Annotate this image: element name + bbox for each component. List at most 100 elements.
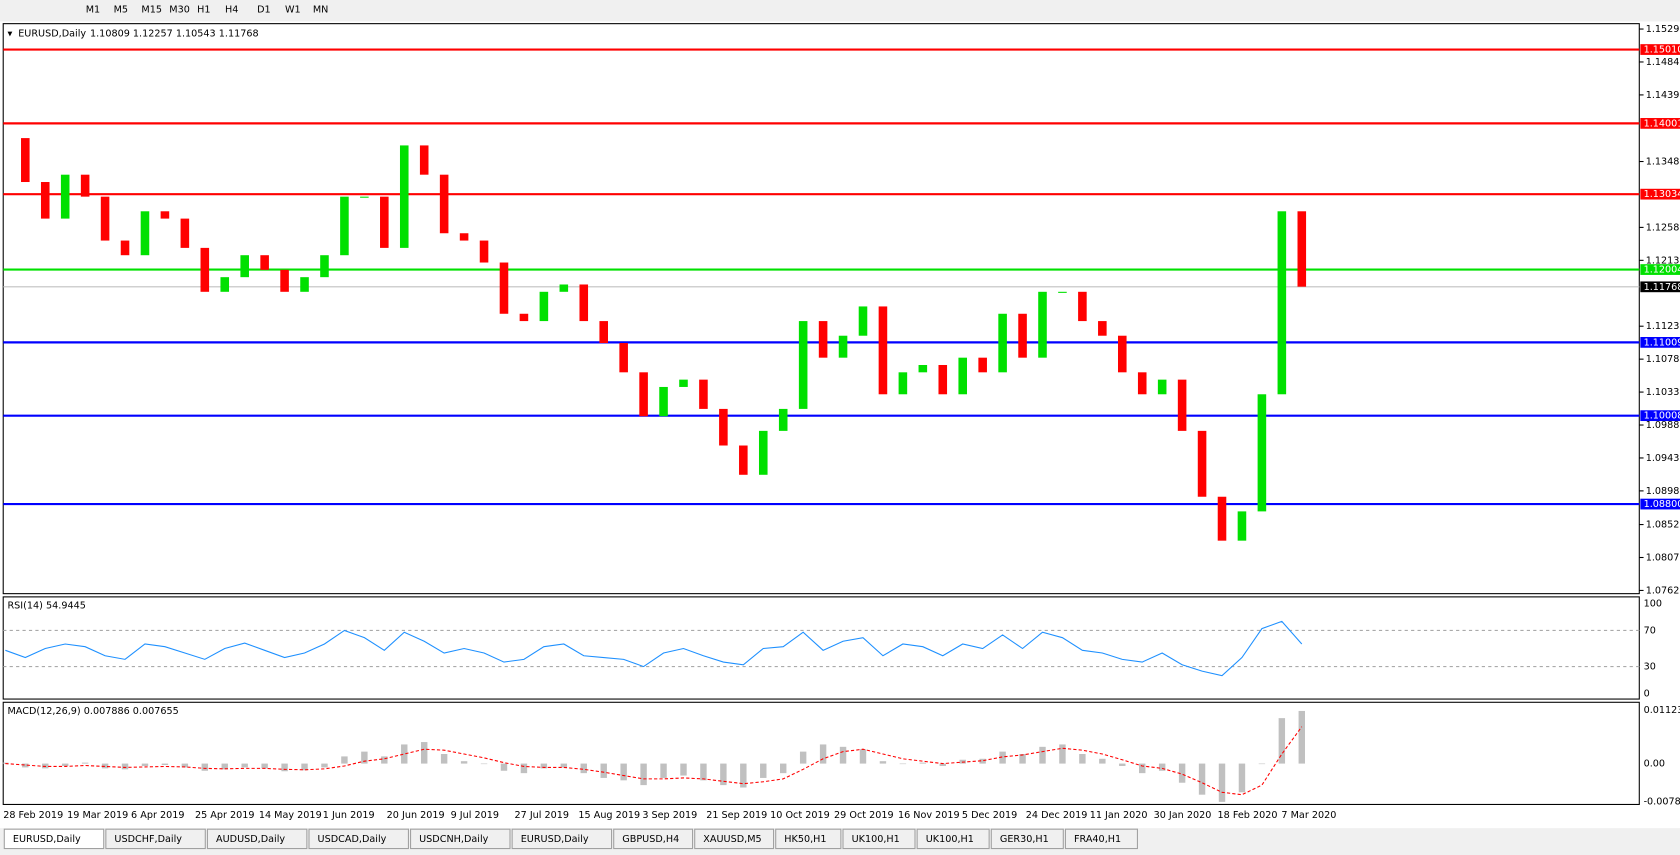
macd-bar [640, 763, 647, 786]
x-tick-label: 6 Apr 2019 [131, 810, 184, 821]
candle [719, 408, 728, 446]
candle [1237, 511, 1247, 541]
tab-label[interactable]: XAUUSD,M5 [703, 834, 761, 845]
tab-label[interactable]: GBPUSD,H4 [622, 834, 679, 845]
tab-label[interactable]: AUDUSD,Daily [216, 834, 285, 845]
x-tick-label: 21 Sep 2019 [706, 810, 767, 821]
tab[interactable] [990, 828, 1064, 850]
macd-bar [460, 761, 468, 764]
macd-bar [999, 751, 1006, 764]
tab[interactable] [694, 828, 775, 850]
x-tick-label: 10 Oct 2019 [770, 810, 830, 821]
macd-bar [1099, 758, 1106, 764]
candle [858, 306, 868, 336]
tab[interactable] [613, 828, 694, 850]
x-tick-label: 5 Dec 2019 [962, 810, 1017, 821]
tab[interactable] [916, 828, 990, 850]
candle [938, 364, 948, 395]
tab-label[interactable]: GER30,H1 [1000, 834, 1049, 845]
tab[interactable] [206, 828, 308, 850]
timeframe-button[interactable]: D1 [257, 5, 271, 16]
tab[interactable] [410, 828, 511, 850]
level-box [1640, 118, 1680, 129]
timeframe-button[interactable]: M30 [169, 5, 190, 16]
timeframe-button[interactable]: H4 [225, 5, 238, 16]
candle [1078, 291, 1087, 322]
candle [898, 372, 908, 395]
tab[interactable] [308, 828, 409, 850]
timeframe-button[interactable]: M5 [114, 5, 128, 16]
tab[interactable] [511, 828, 613, 850]
tab-label[interactable]: HK50,H1 [784, 834, 826, 845]
candle [579, 284, 589, 322]
tab-label[interactable]: USDCNH,Daily [419, 834, 489, 845]
tab[interactable] [3, 828, 105, 850]
macd-bar [440, 754, 448, 764]
tab-label[interactable]: UK100,H1 [926, 834, 974, 845]
rsi-line [5, 620, 1303, 677]
candle [599, 321, 608, 344]
timeframe-button[interactable]: H1 [197, 5, 210, 16]
candle [140, 211, 150, 256]
timeframe-button[interactable]: W1 [285, 5, 301, 16]
level-box [1640, 44, 1680, 55]
macd-bar [1158, 763, 1166, 771]
macd-bar [520, 763, 528, 774]
tab[interactable] [1064, 828, 1138, 850]
timeframe-button[interactable]: MN [313, 5, 329, 16]
tab-label[interactable]: UK100,H1 [852, 834, 900, 845]
x-tick-label: 1 Jun 2019 [323, 810, 375, 821]
macd-bar [580, 763, 587, 774]
rsi-tick-label: 30 [1644, 662, 1656, 673]
macd-bar [381, 756, 388, 764]
candle [220, 277, 230, 292]
level-label: 1.14001 [1644, 118, 1680, 129]
tab[interactable] [105, 828, 206, 850]
y-tick-label: 1.12580 [1646, 222, 1680, 233]
x-tick-label: 11 Jan 2020 [1090, 810, 1148, 821]
macd-bar [859, 749, 867, 764]
candle [180, 218, 190, 248]
chart-ohlc: 1.10809 1.12257 1.10543 1.11768 [90, 28, 259, 39]
rsi-label: RSI(14) 54.9445 [8, 600, 86, 611]
macd-bar [799, 751, 807, 764]
candle [360, 196, 369, 198]
x-tick-label: 7 Mar 2020 [1281, 810, 1336, 821]
level-box [1640, 188, 1680, 200]
level-box [1640, 337, 1680, 348]
macd-bar [979, 758, 986, 764]
timeframe-button[interactable]: M15 [141, 5, 162, 16]
tab[interactable] [842, 828, 916, 850]
candle [100, 196, 110, 241]
level-label: 1.13034 [1644, 189, 1680, 200]
macd-bar [301, 763, 308, 771]
tab-label[interactable]: USDCHF,Daily [114, 834, 182, 845]
macd-bar [321, 763, 328, 768]
x-tick-label: 25 Apr 2019 [195, 810, 255, 821]
macd-bar [1039, 746, 1046, 764]
tab-label[interactable]: FRA40,H1 [1074, 834, 1121, 845]
current-price-box [1640, 281, 1680, 293]
tab-label[interactable]: EURUSD,Daily [521, 834, 589, 845]
macd-bar [101, 763, 109, 769]
level-box [1640, 498, 1680, 510]
y-tick-label: 1.09430 [1646, 453, 1680, 464]
timeframe-button[interactable]: M1 [86, 5, 100, 16]
tab-label[interactable]: EURUSD,Daily [13, 834, 81, 845]
macd-bar [261, 763, 268, 769]
level-label: 1.15010 [1644, 45, 1680, 56]
candle [1038, 291, 1047, 358]
candle [978, 357, 987, 373]
tab-label[interactable]: USDCAD,Daily [318, 834, 387, 845]
candle [758, 430, 768, 475]
macd-bar [780, 763, 787, 774]
candle [120, 240, 130, 256]
level-box [1640, 410, 1680, 422]
tab[interactable] [775, 828, 842, 850]
candle [340, 196, 349, 256]
candle [160, 211, 170, 219]
candle [559, 284, 569, 292]
macd-bar [879, 761, 887, 764]
macd-bar [480, 763, 488, 765]
